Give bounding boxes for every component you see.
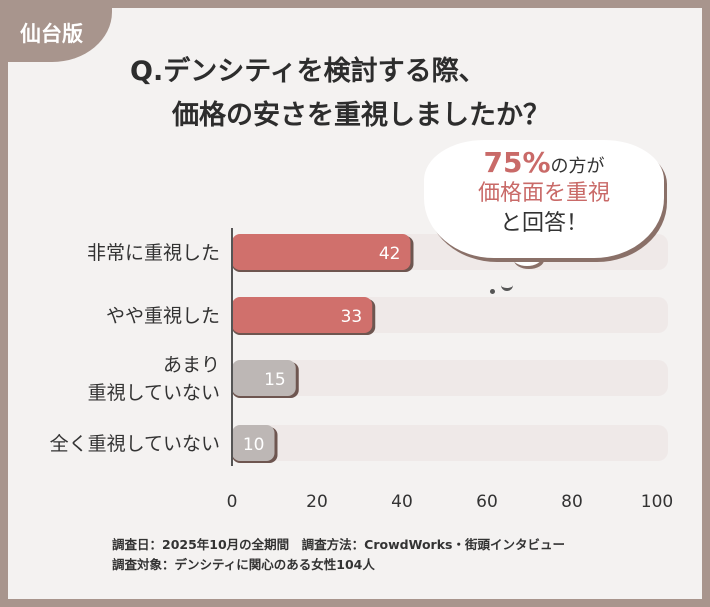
category-label: あまり [163, 354, 220, 376]
callout-line2: 価格面を重視 [477, 181, 610, 206]
decor-dot [490, 289, 495, 294]
x-tick-label: 20 [306, 492, 328, 512]
x-tick-label: 0 [227, 492, 238, 512]
bar-value-label: 15 [264, 370, 286, 390]
survey-note-1: 調査日：2025年10月の全期間 調査方法：CrowdWorks・街頭インタビュ… [112, 537, 565, 552]
bar [232, 425, 275, 461]
category-label: 重視していない [88, 382, 220, 404]
region-tag-label: 仙台版 [20, 22, 83, 46]
title-line1: Q.デンシティを検討する際、 [130, 56, 486, 87]
callout-bubble: 75%の方が 価格面を重視 と回答！ [424, 140, 664, 258]
category-label: 非常に重視した [87, 242, 220, 264]
bar-value-label: 33 [341, 307, 363, 327]
decor-smile [501, 282, 513, 291]
bar [232, 234, 411, 270]
page-title: Q.デンシティを検討する際、 価格の安さを重視しましたか？ [130, 50, 550, 138]
bar [232, 360, 296, 396]
bar-value-label: 42 [379, 244, 401, 264]
title-line2: 価格の安さを重視しましたか？ [172, 100, 550, 131]
callout-line1: の方が [550, 156, 605, 177]
bar-value-label: 10 [243, 435, 265, 455]
callout-percent: 75% [483, 146, 551, 179]
x-tick-label: 60 [476, 492, 498, 512]
callout-line3: と回答！ [499, 211, 588, 236]
category-label: 全く重視していない [50, 433, 220, 455]
bar-track [232, 425, 668, 461]
x-tick-label: 100 [641, 492, 673, 512]
survey-notes: 調査日：2025年10月の全期間 調査方法：CrowdWorks・街頭インタビュ… [112, 535, 565, 575]
category-label: やや重視した [106, 305, 220, 327]
bar [232, 297, 373, 333]
x-tick-label: 40 [391, 492, 413, 512]
bar-track [232, 360, 668, 396]
x-tick-label: 80 [561, 492, 583, 512]
survey-note-2: 調査対象：デンシティに関心のある女性104人 [112, 557, 375, 572]
